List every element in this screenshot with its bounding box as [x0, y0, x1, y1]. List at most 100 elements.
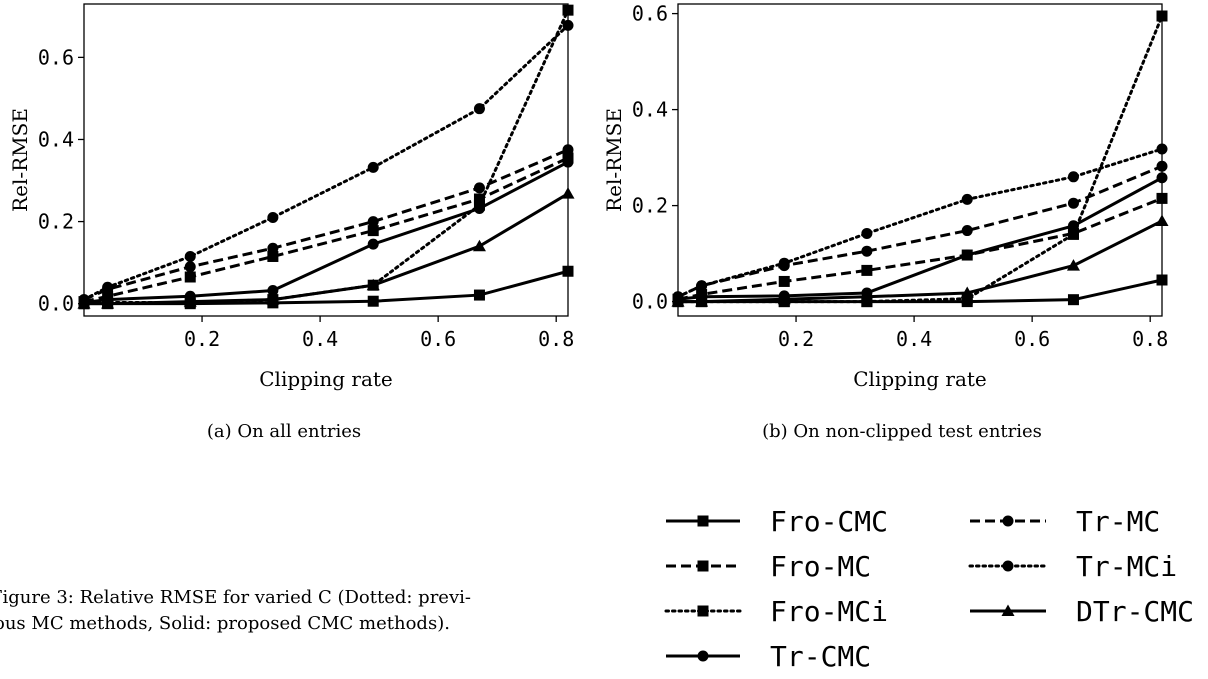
legend-item-dtr-cmc: DTr-CMC	[970, 595, 1194, 628]
data-point-fro-mc	[473, 193, 485, 205]
series-fro-mc	[78, 152, 574, 308]
series-tr-cmc	[78, 156, 574, 308]
series-line-tr-mci	[82, 23, 570, 302]
data-point-dtr-cmc	[695, 295, 709, 307]
data-point-tr-mc	[267, 242, 279, 254]
y-tick-label: 0.0	[632, 290, 668, 314]
data-point-tr-cmc	[1067, 220, 1079, 232]
data-point-tr-mc	[861, 245, 873, 257]
subcaption-a: (a) On all entries	[207, 421, 361, 442]
legend-marker	[697, 515, 709, 527]
series-line-dtr-cmc	[84, 192, 569, 306]
legend-label: Tr-MCi	[1076, 550, 1177, 583]
x-axis-label: Clipping rate	[853, 367, 987, 391]
legend-label: Tr-MC	[1076, 505, 1160, 538]
y-tick-label: 0.6	[632, 2, 668, 26]
legend-label: DTr-CMC	[1076, 595, 1194, 628]
x-tick-label: 0.4	[302, 327, 338, 351]
data-point-dtr-cmc	[860, 290, 874, 302]
data-point-tr-mc	[1067, 197, 1079, 209]
y-tick-label: 0.2	[632, 194, 668, 218]
series-line-fro-mc	[677, 197, 1163, 301]
legend-label: Fro-CMC	[770, 505, 888, 538]
legend: Fro-CMC Fro-MC Fro-MCi Tr-CMC Tr-MC Tr-MCi DTr…	[664, 505, 1194, 673]
legend-item-fro-mc: Fro-MC	[666, 550, 871, 583]
y-tick-label: 0.6	[38, 45, 74, 69]
figure-caption-line-1: Figure 3: Relative RMSE for varied C (Do…	[0, 587, 471, 608]
data-point-tr-cmc	[473, 202, 485, 214]
legend-label: Tr-CMC	[770, 640, 871, 673]
series-line-fro-mci	[82, 8, 570, 306]
series-tr-mci	[672, 143, 1168, 303]
data-point-tr-mci	[861, 227, 873, 239]
legend-marker	[1002, 560, 1014, 572]
series-tr-mc	[78, 144, 574, 306]
data-point-tr-mci	[267, 211, 279, 223]
data-point-tr-mci	[184, 250, 196, 262]
x-tick-label: 0.6	[1014, 327, 1050, 351]
data-point-tr-mci	[1067, 171, 1079, 183]
y-tick-label: 0.4	[632, 98, 668, 122]
x-axis-label: Clipping rate	[259, 367, 393, 391]
data-point-tr-mci	[778, 257, 790, 269]
data-point-fro-mc	[267, 250, 279, 262]
data-point-dtr-cmc	[472, 239, 486, 252]
data-point-tr-mci	[696, 280, 708, 292]
data-point-fro-cmc	[1067, 294, 1079, 306]
x-tick-label: 0.6	[420, 327, 456, 351]
y-axis-label: Rel-RMSE	[8, 108, 32, 212]
data-point-tr-cmc	[961, 249, 973, 261]
data-point-fro-mc	[778, 275, 790, 287]
data-point-tr-mc	[473, 182, 485, 194]
data-point-dtr-cmc	[183, 295, 197, 307]
x-tick-label: 0.4	[896, 327, 932, 351]
series-fro-mc	[672, 192, 1168, 305]
data-point-tr-mci	[102, 281, 114, 293]
data-point-dtr-cmc	[366, 278, 380, 291]
data-point-tr-cmc	[367, 238, 379, 250]
data-point-tr-mc	[184, 261, 196, 273]
legend-marker	[697, 605, 709, 617]
series-tr-cmc	[672, 172, 1168, 305]
x-tick-label: 0.2	[778, 327, 814, 351]
figure-caption-line-2: ous MC methods, Solid: proposed CMC meth…	[0, 613, 450, 634]
data-point-tr-mci	[961, 193, 973, 205]
data-point-fro-mc	[367, 225, 379, 237]
y-axis-label: Rel-RMSE	[602, 108, 626, 212]
legend-item-tr-mci: Tr-MCi	[968, 550, 1177, 583]
legend-label: Fro-MCi	[770, 595, 888, 628]
series-fro-mci	[78, 4, 574, 310]
data-point-dtr-cmc	[777, 292, 791, 305]
plot-frame	[677, 3, 1163, 317]
legend-marker	[1002, 515, 1014, 527]
data-point-dtr-cmc	[960, 286, 974, 298]
data-point-fro-mc	[861, 264, 873, 276]
x-tick-label: 0.8	[1132, 327, 1168, 351]
data-point-dtr-cmc	[266, 293, 280, 305]
data-point-tr-mci	[473, 103, 485, 115]
legend-marker	[697, 650, 709, 662]
series-line-fro-cmc	[678, 278, 1163, 304]
data-point-dtr-cmc	[1066, 259, 1080, 271]
subcaption-b: (b) On non-clipped test entries	[762, 421, 1042, 442]
legend-label: Fro-MC	[770, 550, 871, 583]
x-tick-label: 0.8	[538, 327, 574, 351]
data-point-tr-mci	[367, 161, 379, 173]
legend-item-tr-cmc: Tr-CMC	[666, 640, 871, 673]
series-line-tr-cmc	[83, 160, 569, 304]
data-point-fro-mci	[961, 293, 973, 305]
data-point-fro-mci	[1067, 228, 1079, 240]
legend-marker	[697, 560, 709, 572]
legend-item-fro-mci: Fro-MCi	[664, 595, 888, 628]
chart-panel-b: 0.2 0.4 0.6 0.8 0.0 0.2 0.4 0.6 Clipping rate Rel…	[602, 2, 1169, 391]
legend-item-fro-cmc: Fro-CMC	[666, 505, 888, 538]
data-point-tr-mc	[961, 225, 973, 237]
data-point-fro-cmc	[473, 289, 485, 301]
data-point-fro-mc	[184, 271, 196, 283]
chart-panel-a: 0.2 0.4 0.6 0.8 0.0 0.2 0.4 0.6 Clipping rate Rel…	[8, 3, 575, 391]
data-point-dtr-cmc	[101, 297, 115, 309]
series-dtr-cmc	[671, 214, 1169, 307]
y-tick-label: 0.2	[38, 210, 74, 234]
plot-frame	[83, 3, 569, 317]
